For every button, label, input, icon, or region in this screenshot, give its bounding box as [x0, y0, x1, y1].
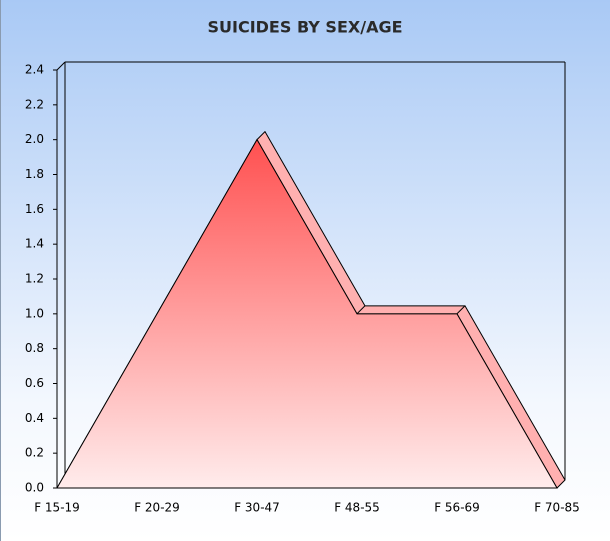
- y-tick-label: 0.8: [25, 341, 44, 355]
- x-tick-label: F 56-69: [434, 501, 480, 515]
- x-tick-label: F 20-29: [134, 501, 180, 515]
- x-tick-label: F 15-19: [34, 501, 80, 515]
- y-tick-label: 1.2: [25, 272, 44, 286]
- y-tick-label: 2.4: [25, 63, 44, 77]
- frame-edge: [56, 61, 66, 71]
- y-tick-label: 1.6: [25, 202, 44, 216]
- chart-title: SUICIDES BY SEX/AGE: [207, 18, 402, 37]
- x-tick-label: F 30-47: [234, 501, 280, 515]
- area: [56, 138, 558, 489]
- y-tick-label: 2.2: [25, 97, 44, 111]
- y-tick-label: 0.6: [25, 376, 44, 390]
- y-tick-label: 1.4: [25, 237, 44, 251]
- x-tick-label: F 70-85: [534, 501, 580, 515]
- area-side: [356, 305, 466, 315]
- y-tick-label: 1.0: [25, 306, 44, 320]
- y-tick-label: 0.0: [25, 481, 44, 495]
- y-tick-label: 0.2: [25, 446, 44, 460]
- y-tick-label: 2.0: [25, 132, 44, 146]
- y-tick-label: 1.8: [25, 167, 44, 181]
- x-tick-label: F 48-55: [334, 501, 380, 515]
- y-tick-label: 0.4: [25, 411, 44, 425]
